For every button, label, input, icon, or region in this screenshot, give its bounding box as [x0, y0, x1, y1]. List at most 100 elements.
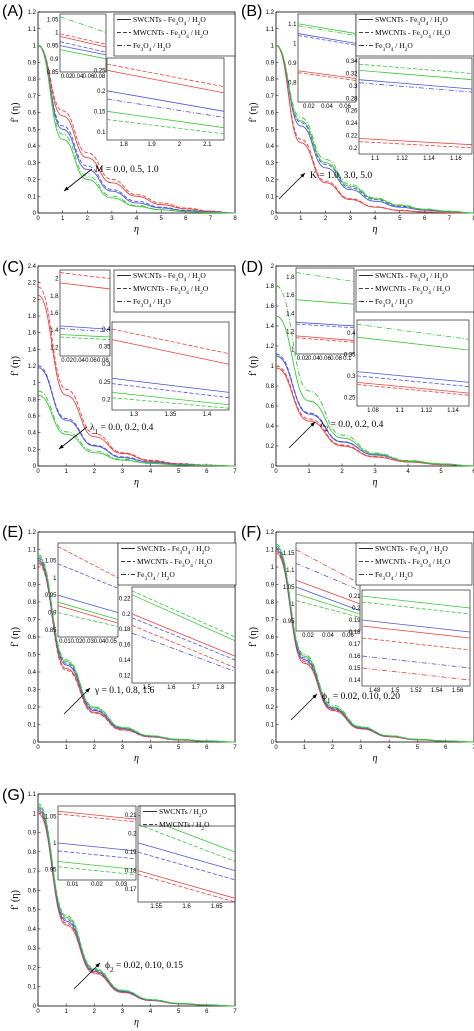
legend-entry: MWCNTs / H2O: [159, 820, 210, 832]
y-tick-label: 0.1: [28, 194, 37, 200]
legend-box: [355, 542, 473, 586]
inset-x-tick-label: 0.06: [319, 356, 331, 362]
inset-line-blue: [59, 41, 107, 53]
x-tick-label: 7: [233, 745, 237, 751]
inset-y-tick-label: 1.1: [288, 22, 297, 28]
y-tick-label: 0.1: [266, 194, 275, 200]
legend-entry: SWCNTs - Fe3O4 / H2O: [375, 271, 448, 283]
inset-x-tick-label: 1.55: [150, 904, 162, 910]
y-tick-label: 0.2: [28, 178, 37, 184]
y-tick-label: 0.8: [266, 77, 275, 83]
inset-y-tick-label: 0.95: [45, 867, 57, 873]
inset-y-tick-label: 0.9: [48, 611, 57, 617]
series-line-green-solid: [37, 556, 236, 743]
legend-entry: MWCNTs - Fe3O4 / H2O: [133, 284, 209, 296]
inset-line-blue: [111, 377, 230, 393]
inset-line-green: [295, 600, 361, 618]
x-tick-label: 4: [149, 1009, 153, 1015]
legend-box: [139, 805, 236, 827]
inset-y-tick-label: 1: [291, 602, 295, 608]
inset-frame: [111, 321, 230, 411]
y-tick-label: 0.6: [28, 111, 37, 117]
inset-x-tick-label: 0.04: [94, 639, 106, 645]
legend-entry: MWCNTs - Fe3O4 / H2O: [375, 557, 451, 569]
inset-line-red: [57, 813, 137, 823]
x-tick-label: 1: [307, 469, 311, 475]
series-line-blue-dashed: [37, 365, 236, 467]
inset-x-tick-label: 0.03: [82, 639, 94, 645]
inset-y-tick-label: 0.12: [119, 673, 131, 679]
inset-y-tick-label: 0.4: [347, 331, 356, 337]
inset-y-tick-label: 0.35: [99, 345, 111, 351]
y-tick-label: 1.1: [28, 792, 37, 798]
inset-line-blue: [59, 45, 107, 56]
inset-y-tick-label: 0.2: [122, 612, 131, 618]
panel-d: (D) 0 1 2 3 4 5 6 0 0.2 0.4 0.6 0.8 1 1.2 1.4 1.6 1.8 2 η f′…: [241, 259, 474, 488]
inset-1: 0.02 0.04 0.06 0.08 1.2 1.4 1.6 1.8 2: [50, 269, 111, 364]
x-tick-label: 1: [303, 745, 307, 751]
panel-label: (A): [2, 3, 23, 20]
inset-line-blue: [137, 842, 236, 871]
x-tick-label: 5: [177, 745, 181, 751]
inset-x-tick-label: 1.1: [395, 408, 404, 414]
inset-line-blue: [57, 842, 137, 852]
inset-x-tick-label: 0.02: [71, 639, 83, 645]
x-tick-label: 3: [121, 1009, 125, 1015]
inset-2: 1.08 1.1 1.12 1.14 0.25 0.3 0.35 0.4: [344, 319, 470, 414]
inset-y-tick-label: 1.15: [283, 551, 295, 557]
inset-x-tick-label: 1.12: [420, 408, 432, 414]
legend-entry: Fe3O4 / H2O: [375, 297, 413, 309]
inset-line-red: [361, 625, 471, 639]
y-tick-label: 1: [271, 364, 275, 370]
inset-y-tick-label: 0.2: [349, 146, 358, 152]
inset-line-green: [358, 63, 473, 74]
y-tick-label: 1.1: [266, 27, 275, 33]
inset-2: 1.1 1.12 1.14 1.16 0.2 0.22 0.24 0.26 0.28 0.3 0.3…: [346, 57, 473, 162]
x-tick-label: 8: [472, 216, 474, 222]
inset-line-blue: [356, 371, 470, 383]
x-tick-label: 0: [36, 469, 40, 475]
y-tick-label: 0.8: [28, 77, 37, 83]
inset-line-blue: [137, 851, 236, 881]
x-tick-label: 3: [373, 469, 377, 475]
x-tick-label: 1: [64, 1009, 68, 1015]
y-tick-label: 2.4: [28, 264, 37, 270]
y-axis-label: f′ (η): [248, 356, 259, 376]
inset-x-tick-label: 0.04: [308, 356, 320, 362]
y-tick-label: 0.6: [266, 635, 275, 641]
inset-x-tick-label: 0.04: [73, 358, 85, 364]
inset-x-tick-label: 1.54: [431, 688, 443, 694]
x-tick-label: 1: [61, 216, 65, 222]
inset-y-tick-label: 0.25: [344, 395, 356, 401]
x-tick-label: 7: [472, 745, 474, 751]
x-tick-label: 6: [205, 1009, 209, 1015]
inset-x-tick-label: 0.08: [97, 358, 109, 364]
y-tick-label: 1.2: [28, 364, 37, 370]
inset-2: 1.3 1.35 1.4 0.2 0.25 0.3 0.35 0.4: [99, 321, 230, 418]
x-tick-label: 7: [209, 216, 213, 222]
inset-x-tick-label: 0.06: [339, 104, 351, 110]
inset-y-tick-label: 0.85: [47, 70, 59, 76]
inset-line-blue: [295, 562, 361, 591]
inset-x-tick-label: 1.6: [182, 904, 191, 910]
inset-2: 1.5 1.6 1.7 1.8 0.12 0.14 0.16 0.18 0.2 0.22: [119, 586, 236, 691]
inset-line-red: [57, 810, 137, 820]
x-axis-label: η: [134, 477, 139, 488]
inset-line-green: [137, 824, 236, 862]
series-line-green-dashdot: [275, 543, 474, 743]
inset-x-tick-label: 0.06: [85, 358, 97, 364]
inset-y-tick-label: 1: [293, 41, 297, 47]
inset-x-tick-label: 0.02: [297, 356, 309, 362]
inset-line-blue: [361, 619, 471, 633]
y-tick-label: 0.6: [28, 414, 37, 420]
inset-y-tick-label: 1.2: [50, 345, 59, 351]
panel-g: (G) 0 1 2 3 4 5 6 7 0 0.1 0.2 0.3 0.4 0.5 0.6 0.7 0.8 0.9 1…: [2, 787, 237, 1028]
inset-y-tick-label: 0.4: [102, 327, 111, 333]
series-line-green-dashdot: [37, 390, 236, 467]
panel-label: (B): [241, 3, 262, 20]
panel-label: (G): [2, 787, 25, 804]
x-tick-label: 5: [159, 216, 163, 222]
y-tick-label: 1.2: [266, 344, 275, 350]
